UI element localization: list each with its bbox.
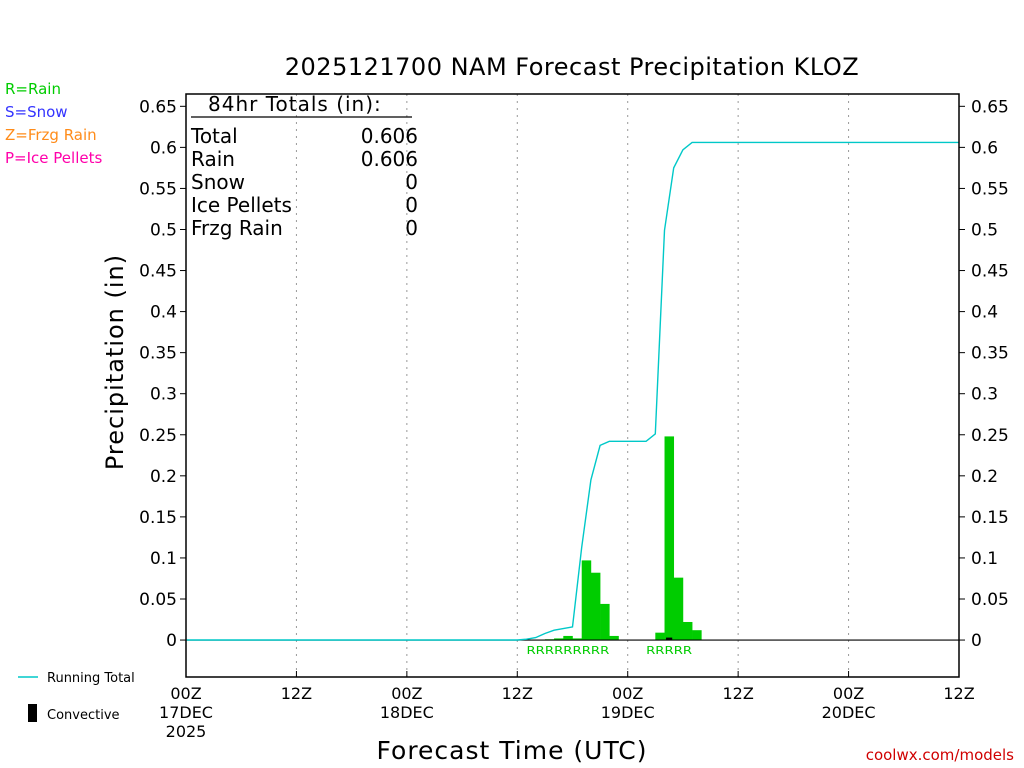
plot-frame [185, 93, 960, 678]
y-tick-label-left: 0 [166, 631, 177, 651]
legend-freezing-rain: Z=Frzg Rain [5, 126, 97, 144]
y-axis-ticks: 0 00.05 0.050.1 0.10.15 0.150.2 0.20.25 0.250.… [139, 97, 1009, 651]
y-tick-label-left: 0.65 [139, 97, 177, 117]
totals-label-total: Total [190, 124, 238, 148]
totals-value-snow: 0 [405, 170, 418, 194]
x-tick-label: 00Z [391, 684, 422, 703]
legend-rain: R=Rain [5, 80, 61, 98]
y-tick-label-left: 0.15 [139, 508, 177, 528]
grid-lines [295, 94, 850, 677]
y-tick-label-right: 0.35 [971, 344, 1009, 364]
x-tick-label: 12Z [722, 684, 753, 703]
x-tick-label: 20DEC [822, 703, 876, 722]
y-tick-label-left: 0.35 [139, 344, 177, 364]
y-tick-label-right: 0.5 [971, 220, 998, 240]
precip-bar [600, 603, 610, 641]
y-tick-label-right: 0.15 [971, 508, 1009, 528]
totals-label-ice-pellets: Ice Pellets [191, 193, 292, 217]
totals-box: 84hr Totals (in): Total 0.606 Rain 0.606… [190, 92, 418, 240]
y-tick-label-right: 0.6 [971, 138, 998, 158]
ptype-labels: RRRRRRRRR RRRRR [526, 644, 692, 657]
x-tick-label: 00Z [833, 684, 864, 703]
y-tick-label-right: 0.25 [971, 426, 1009, 446]
x-tick-label: 12Z [502, 684, 533, 703]
legend-ice-pellets: P=Ice Pellets [5, 149, 103, 167]
y-tick-label-right: 0.1 [971, 549, 998, 569]
convective-bars [666, 637, 673, 641]
y-tick-label-right: 0.45 [971, 262, 1009, 282]
x-axis-label: Forecast Time (UTC) [377, 736, 648, 765]
totals-value-frzg-rain: 0 [405, 216, 418, 240]
y-tick-label-right: 0.65 [971, 97, 1009, 117]
watermark: coolwx.com/models [865, 746, 1014, 764]
precip-bars [544, 436, 702, 641]
precip-bar [682, 621, 693, 641]
precip-bar [609, 635, 619, 641]
x-tick-label: 18DEC [380, 703, 434, 722]
running-total-line [186, 141, 959, 641]
precip-bar [554, 638, 564, 641]
precip-bar [692, 630, 702, 641]
ptype-label: RRRRRRRRR [526, 644, 609, 657]
precip-bar [673, 577, 684, 641]
y-tick-label-left: 0.6 [150, 138, 177, 158]
x-tick-label: 17DEC [159, 703, 213, 722]
y-tick-label-left: 0.5 [150, 220, 177, 240]
precip-bar [655, 632, 665, 641]
chart-title: 2025121700 NAM Forecast Precipitation KL… [285, 53, 859, 81]
precip-bar [590, 572, 601, 641]
y-tick-label-right: 0.2 [971, 467, 998, 487]
x-tick-label: 00Z [612, 684, 643, 703]
y-tick-label-left: 0.25 [139, 426, 177, 446]
precip-bar [581, 560, 592, 641]
y-tick-label-right: 0.3 [971, 385, 998, 405]
totals-label-snow: Snow [191, 170, 245, 194]
convective-legend-label: Convective [47, 708, 120, 723]
y-tick-label-left: 0.05 [139, 590, 177, 610]
precip-bar [664, 436, 675, 641]
x-tick-label: 12Z [281, 684, 312, 703]
precip-bar [563, 635, 573, 641]
precip-bar [572, 638, 583, 641]
y-tick-label-left: 0.3 [150, 385, 177, 405]
totals-label-rain: Rain [191, 147, 235, 171]
x-tick-label: 19DEC [601, 703, 655, 722]
y-tick-label-left: 0.2 [150, 467, 177, 487]
y-tick-label-left: 0.45 [139, 262, 177, 282]
x-tick-label: 2025 [166, 722, 207, 741]
running-total-legend-label: Running Total [47, 671, 135, 686]
totals-header: 84hr Totals (in): [208, 92, 382, 116]
x-tick-label: 12Z [943, 684, 974, 703]
totals-value-rain: 0.606 [361, 147, 418, 171]
totals-label-frzg-rain: Frzg Rain [191, 216, 283, 240]
totals-value-total: 0.606 [361, 124, 418, 148]
totals-value-ice-pellets: 0 [405, 193, 418, 217]
y-tick-label-left: 0.55 [139, 179, 177, 199]
convective-swatch [28, 704, 37, 722]
y-tick-label-right: 0.05 [971, 590, 1009, 610]
convective-bar [666, 637, 673, 641]
ptype-label: RRRRR [646, 644, 692, 657]
y-tick-label-right: 0.4 [971, 303, 998, 323]
x-tick-label: 00Z [170, 684, 201, 703]
legend-snow: S=Snow [5, 103, 68, 121]
y-tick-label-right: 0.55 [971, 179, 1009, 199]
y-tick-label-right: 0 [971, 631, 982, 651]
series-legend: Running Total Convective [18, 671, 135, 723]
y-tick-label-left: 0.4 [150, 303, 177, 323]
y-tick-label-left: 0.1 [150, 549, 177, 569]
y-axis-label: Precipitation (in) [101, 254, 129, 470]
